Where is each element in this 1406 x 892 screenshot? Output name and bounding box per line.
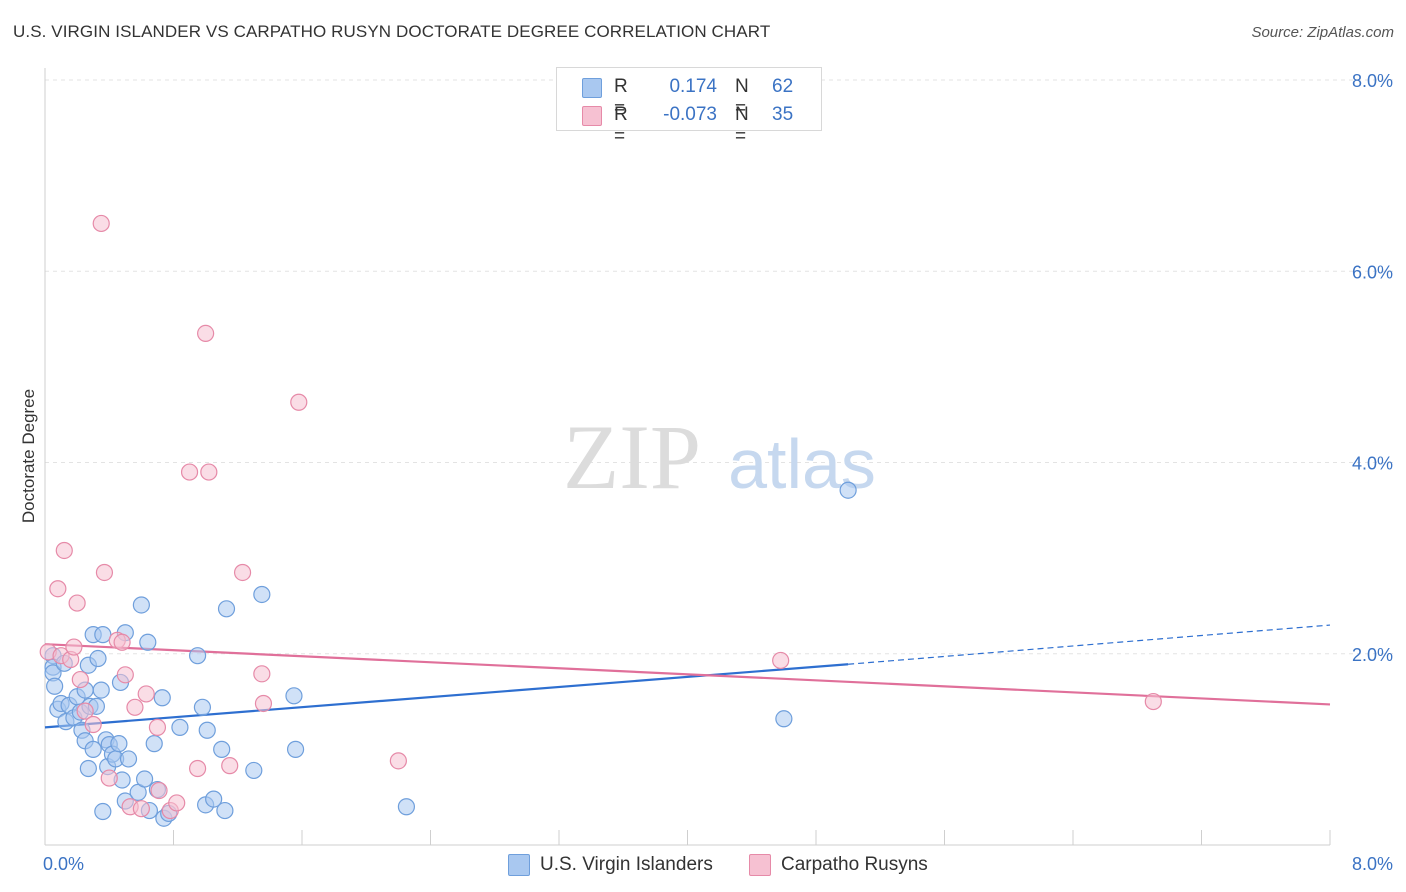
trend-lines	[44, 624, 1331, 729]
bottom-legend-label: Carpatho Rusyns	[781, 854, 928, 875]
point-carpatho-rusyns	[92, 214, 110, 233]
point-virgin-islanders	[286, 740, 305, 758]
trend-line-carpatho-rusyns	[44, 643, 1331, 706]
point-virgin-islanders	[46, 677, 64, 695]
point-virgin-islanders	[92, 681, 110, 699]
point-carpatho-rusyns	[137, 685, 155, 703]
chart-title: U.S. VIRGIN ISLANDER VS CARPATHO RUSYN D…	[13, 22, 771, 41]
legend-n-label: N =	[735, 104, 749, 147]
source-label: Source: ZipAtlas.com	[1251, 24, 1394, 41]
point-carpatho-rusyns	[84, 715, 102, 734]
point-carpatho-rusyns	[290, 393, 308, 411]
point-carpatho-rusyns	[95, 563, 114, 582]
point-virgin-islanders	[245, 761, 263, 780]
point-virgin-islanders	[198, 721, 216, 739]
y-tick-label: 6.0%	[1352, 262, 1393, 282]
tick-labels: 2.0% 4.0% 6.0% 8.0% 0.0% 8.0%	[43, 71, 1393, 874]
point-carpatho-rusyns	[233, 563, 252, 582]
point-carpatho-rusyns	[150, 781, 168, 800]
point-carpatho-rusyns	[188, 759, 207, 778]
axes	[44, 68, 1331, 846]
point-virgin-islanders	[89, 649, 107, 668]
y-axis-label: Doctorate Degree	[19, 389, 38, 523]
point-virgin-islanders	[132, 596, 150, 614]
point-virgin-islanders	[775, 710, 793, 728]
point-virgin-islanders	[285, 687, 303, 705]
y-tick-label: 8.0%	[1352, 71, 1393, 91]
legend-swatch-carpatho-rusyns	[582, 106, 602, 126]
point-carpatho-rusyns	[200, 463, 218, 481]
point-virgin-islanders	[94, 802, 112, 821]
point-virgin-islanders	[84, 740, 102, 758]
point-carpatho-rusyns	[71, 670, 89, 689]
bottom-legend-swatch	[508, 854, 530, 876]
point-virgin-islanders	[839, 481, 857, 499]
point-carpatho-rusyns	[126, 698, 144, 716]
legend-r-label: R =	[614, 104, 628, 147]
trend-line-extension	[848, 624, 1331, 665]
point-virgin-islanders	[213, 740, 231, 758]
y-tick-label: 2.0%	[1352, 645, 1393, 665]
point-virgin-islanders	[397, 798, 416, 816]
legend-n-value: 62	[772, 76, 794, 97]
bottom-legend-swatch	[749, 854, 771, 876]
point-carpatho-rusyns	[65, 638, 83, 656]
y-tick-label: 4.0%	[1352, 454, 1393, 474]
legend-n-value: 35	[772, 104, 794, 125]
point-carpatho-rusyns	[168, 794, 186, 812]
legend-r-value: -0.073	[663, 104, 717, 125]
point-carpatho-rusyns	[116, 666, 134, 684]
point-carpatho-rusyns	[132, 800, 150, 818]
legend-r-value: 0.174	[669, 76, 717, 97]
legend-swatch-virgin-islanders	[582, 78, 602, 98]
point-virgin-islanders	[188, 647, 207, 665]
point-carpatho-rusyns	[197, 324, 215, 343]
point-virgin-islanders	[171, 718, 189, 736]
point-carpatho-rusyns	[148, 718, 167, 736]
point-carpatho-rusyns	[772, 651, 790, 670]
point-carpatho-rusyns	[68, 594, 86, 612]
point-carpatho-rusyns	[55, 541, 73, 560]
x-tick-label: 8.0%	[1352, 854, 1393, 874]
point-carpatho-rusyns	[180, 463, 199, 481]
point-virgin-islanders	[145, 735, 163, 753]
point-carpatho-rusyns	[389, 752, 407, 770]
watermark: ZIP atlas	[563, 406, 876, 508]
point-carpatho-rusyns	[221, 757, 239, 775]
bottom-legend-label: U.S. Virgin Islanders	[540, 854, 713, 875]
point-virgin-islanders	[135, 770, 154, 788]
correlation-legend: R = 0.174 N = 62 R = -0.073 N = 35	[556, 67, 822, 147]
x-tick-label: 0.0%	[43, 854, 84, 874]
point-carpatho-rusyns	[254, 694, 273, 713]
point-virgin-islanders	[139, 633, 157, 651]
point-virgin-islanders	[253, 585, 271, 604]
point-carpatho-rusyns	[100, 769, 118, 787]
data-points	[39, 214, 1162, 827]
point-virgin-islanders	[153, 689, 171, 707]
point-carpatho-rusyns	[113, 633, 131, 651]
point-virgin-islanders	[217, 600, 236, 618]
point-carpatho-rusyns	[49, 580, 67, 598]
point-carpatho-rusyns	[1144, 692, 1162, 711]
point-virgin-islanders	[193, 698, 212, 716]
legend-n-label: N =	[735, 76, 749, 119]
point-virgin-islanders	[119, 750, 138, 768]
point-virgin-islanders	[94, 626, 112, 644]
point-virgin-islanders	[79, 759, 97, 778]
point-virgin-islanders	[205, 790, 223, 808]
point-virgin-islanders	[216, 801, 234, 820]
watermark-zip: ZIP	[563, 406, 701, 508]
point-carpatho-rusyns	[76, 702, 94, 720]
legend-r-label: R =	[614, 76, 628, 119]
point-carpatho-rusyns	[253, 665, 271, 683]
point-virgin-islanders	[110, 735, 128, 753]
